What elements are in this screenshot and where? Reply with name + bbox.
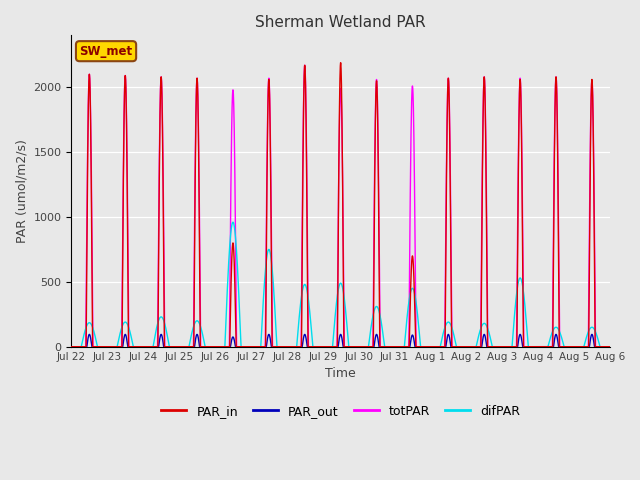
X-axis label: Time: Time	[325, 367, 356, 380]
Text: SW_met: SW_met	[79, 45, 132, 58]
totPAR	[492, 344, 500, 349]
difPAR	[461, 344, 469, 349]
PAR_out	[606, 344, 614, 349]
difPAR	[164, 337, 172, 343]
PAR_in	[321, 344, 328, 349]
difPAR	[431, 344, 439, 349]
difPAR	[492, 344, 500, 349]
totPAR	[605, 344, 613, 349]
Title: Sherman Wetland PAR: Sherman Wetland PAR	[255, 15, 426, 30]
Line: difPAR: difPAR	[72, 222, 610, 347]
PAR_in	[431, 344, 439, 349]
PAR_out	[431, 344, 439, 349]
Line: PAR_in: PAR_in	[72, 63, 610, 347]
Y-axis label: PAR (umol/m2/s): PAR (umol/m2/s)	[15, 139, 28, 243]
PAR_out	[86, 332, 93, 337]
PAR_out	[461, 344, 469, 349]
PAR_in	[492, 344, 500, 349]
PAR_out	[605, 344, 613, 349]
PAR_out	[68, 344, 76, 349]
PAR_out	[321, 344, 328, 349]
difPAR	[321, 344, 328, 349]
totPAR	[321, 344, 328, 349]
PAR_in	[337, 60, 344, 66]
difPAR	[68, 344, 76, 349]
Line: totPAR: totPAR	[72, 65, 610, 347]
totPAR	[164, 344, 172, 349]
PAR_out	[164, 344, 172, 349]
PAR_in	[605, 344, 613, 349]
totPAR	[301, 62, 308, 68]
totPAR	[68, 344, 76, 349]
Line: PAR_out: PAR_out	[72, 335, 610, 347]
difPAR	[606, 344, 614, 349]
difPAR	[229, 219, 237, 225]
PAR_in	[606, 344, 614, 349]
PAR_in	[68, 344, 76, 349]
totPAR	[431, 344, 439, 349]
difPAR	[605, 344, 613, 349]
PAR_in	[461, 344, 469, 349]
Legend: PAR_in, PAR_out, totPAR, difPAR: PAR_in, PAR_out, totPAR, difPAR	[156, 400, 525, 423]
PAR_in	[164, 344, 172, 349]
PAR_out	[492, 344, 500, 349]
totPAR	[461, 344, 469, 349]
totPAR	[606, 344, 614, 349]
